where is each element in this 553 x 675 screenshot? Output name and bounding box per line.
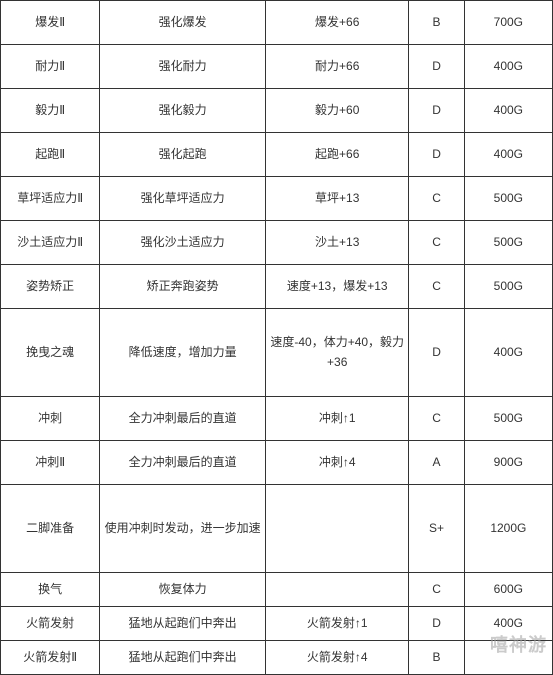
cell-cost: 900G	[464, 441, 552, 485]
cell-grade: S+	[409, 485, 464, 573]
table-row: 爆发Ⅱ强化爆发爆发+66B700G	[1, 1, 553, 45]
cell-cost: 500G	[464, 397, 552, 441]
cell-description: 强化沙土适应力	[100, 221, 266, 265]
cell-name: 姿势矫正	[1, 265, 100, 309]
cell-effect: 沙土+13	[265, 221, 409, 265]
table-row: 火箭发射猛地从起跑们中奔出火箭发射↑1D400G	[1, 607, 553, 641]
cell-cost	[464, 641, 552, 675]
cell-effect: 火箭发射↑4	[265, 641, 409, 675]
cell-name: 二脚准备	[1, 485, 100, 573]
cell-name: 冲刺Ⅱ	[1, 441, 100, 485]
cell-effect: 起跑+66	[265, 133, 409, 177]
cell-name: 火箭发射Ⅱ	[1, 641, 100, 675]
cell-name: 毅力Ⅱ	[1, 89, 100, 133]
cell-grade: D	[409, 89, 464, 133]
cell-effect: 速度-40，体力+40，毅力+36	[265, 309, 409, 397]
table-row: 耐力Ⅱ强化耐力耐力+66D400G	[1, 45, 553, 89]
cell-grade: B	[409, 641, 464, 675]
cell-grade: D	[409, 309, 464, 397]
cell-name: 换气	[1, 573, 100, 607]
cell-cost: 400G	[464, 133, 552, 177]
cell-effect	[265, 573, 409, 607]
cell-cost: 1200G	[464, 485, 552, 573]
cell-effect: 火箭发射↑1	[265, 607, 409, 641]
cell-cost: 500G	[464, 221, 552, 265]
cell-description: 强化爆发	[100, 1, 266, 45]
cell-grade: C	[409, 397, 464, 441]
cell-cost: 600G	[464, 573, 552, 607]
cell-cost: 500G	[464, 177, 552, 221]
cell-grade: D	[409, 133, 464, 177]
cell-grade: C	[409, 221, 464, 265]
table-row: 火箭发射Ⅱ猛地从起跑们中奔出火箭发射↑4B	[1, 641, 553, 675]
cell-grade: D	[409, 45, 464, 89]
table-row: 二脚准备使用冲刺时发动，进一步加速 S+1200G	[1, 485, 553, 573]
cell-name: 起跑Ⅱ	[1, 133, 100, 177]
cell-description: 恢复体力	[100, 573, 266, 607]
cell-grade: A	[409, 441, 464, 485]
cell-description: 全力冲刺最后的直道	[100, 397, 266, 441]
cell-cost: 400G	[464, 89, 552, 133]
cell-grade: C	[409, 573, 464, 607]
cell-name: 草坪适应力Ⅱ	[1, 177, 100, 221]
cell-effect: 爆发+66	[265, 1, 409, 45]
cell-name: 沙土适应力Ⅱ	[1, 221, 100, 265]
cell-grade: D	[409, 607, 464, 641]
cell-description: 全力冲刺最后的直道	[100, 441, 266, 485]
cell-cost: 500G	[464, 265, 552, 309]
cell-description: 强化毅力	[100, 89, 266, 133]
cell-name: 挽曳之魂	[1, 309, 100, 397]
cell-description: 降低速度，增加力量	[100, 309, 266, 397]
table-body: 爆发Ⅱ强化爆发爆发+66B700G耐力Ⅱ强化耐力耐力+66D400G毅力Ⅱ强化毅…	[1, 1, 553, 675]
cell-cost: 400G	[464, 45, 552, 89]
cell-grade: C	[409, 177, 464, 221]
table-row: 姿势矫正矫正奔跑姿势速度+13，爆发+13C500G	[1, 265, 553, 309]
cell-effect: 草坪+13	[265, 177, 409, 221]
cell-grade: C	[409, 265, 464, 309]
cell-description: 猛地从起跑们中奔出	[100, 607, 266, 641]
table-row: 冲刺全力冲刺最后的直道冲刺↑1C500G	[1, 397, 553, 441]
cell-effect: 速度+13，爆发+13	[265, 265, 409, 309]
cell-effect: 冲刺↑4	[265, 441, 409, 485]
table-row: 毅力Ⅱ强化毅力毅力+60D400G	[1, 89, 553, 133]
table-row: 冲刺Ⅱ全力冲刺最后的直道冲刺↑4A900G	[1, 441, 553, 485]
table-row: 挽曳之魂降低速度，增加力量速度-40，体力+40，毅力+36D400G	[1, 309, 553, 397]
cell-name: 火箭发射	[1, 607, 100, 641]
cell-effect: 毅力+60	[265, 89, 409, 133]
cell-cost: 400G	[464, 607, 552, 641]
cell-name: 耐力Ⅱ	[1, 45, 100, 89]
cell-description: 矫正奔跑姿势	[100, 265, 266, 309]
table-row: 换气恢复体力 C600G	[1, 573, 553, 607]
table-row: 草坪适应力Ⅱ强化草坪适应力草坪+13C500G	[1, 177, 553, 221]
cell-cost: 400G	[464, 309, 552, 397]
cell-description: 猛地从起跑们中奔出	[100, 641, 266, 675]
cell-description: 使用冲刺时发动，进一步加速	[100, 485, 266, 573]
cell-description: 强化耐力	[100, 45, 266, 89]
cell-cost: 700G	[464, 1, 552, 45]
cell-effect	[265, 485, 409, 573]
skill-table: 爆发Ⅱ强化爆发爆发+66B700G耐力Ⅱ强化耐力耐力+66D400G毅力Ⅱ强化毅…	[0, 0, 553, 675]
cell-effect: 冲刺↑1	[265, 397, 409, 441]
cell-grade: B	[409, 1, 464, 45]
table-row: 沙土适应力Ⅱ强化沙土适应力沙土+13C500G	[1, 221, 553, 265]
table-row: 起跑Ⅱ强化起跑起跑+66D400G	[1, 133, 553, 177]
cell-description: 强化草坪适应力	[100, 177, 266, 221]
cell-description: 强化起跑	[100, 133, 266, 177]
cell-name: 爆发Ⅱ	[1, 1, 100, 45]
cell-effect: 耐力+66	[265, 45, 409, 89]
cell-name: 冲刺	[1, 397, 100, 441]
